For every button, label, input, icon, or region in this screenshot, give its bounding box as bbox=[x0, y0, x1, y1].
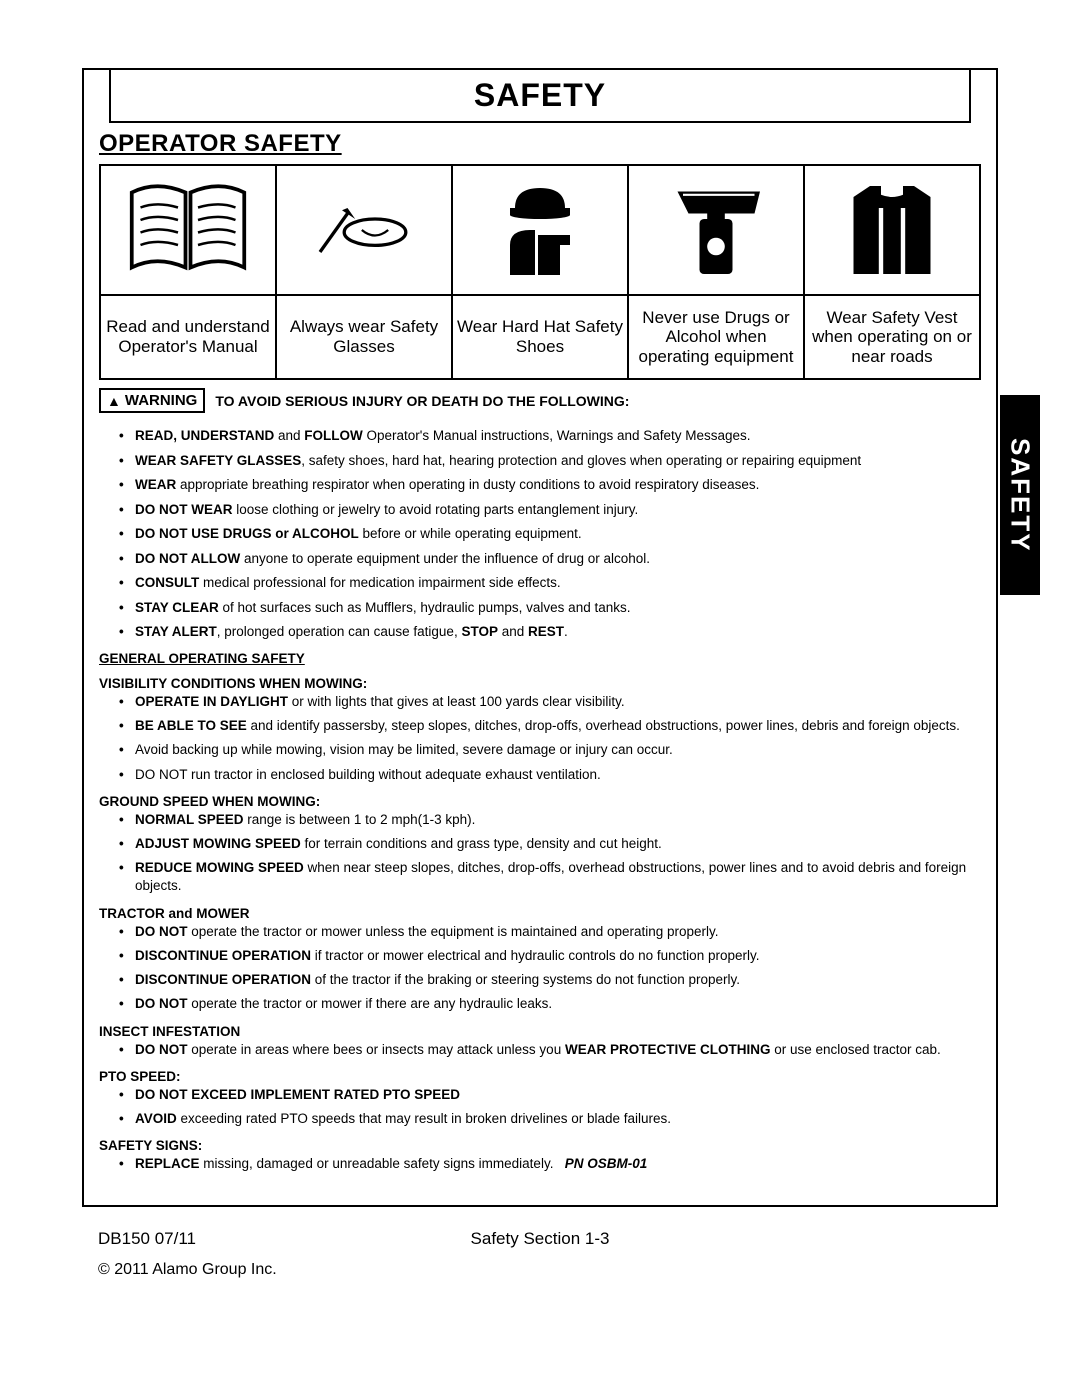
list-item: NORMAL SPEED range is between 1 to 2 mph… bbox=[119, 811, 981, 829]
subsection-heading: PTO SPEED: bbox=[99, 1069, 981, 1084]
no-drugs-icon bbox=[629, 166, 803, 296]
list-item: DO NOT run tractor in enclosed building … bbox=[119, 766, 981, 784]
page-border: SAFETY OPERATOR SAFETY Read and understa… bbox=[82, 68, 998, 1207]
sub-list: NORMAL SPEED range is between 1 to 2 mph… bbox=[99, 811, 981, 896]
list-item: REDUCE MOWING SPEED when near steep slop… bbox=[119, 859, 981, 895]
content-area: OPERATOR SAFETY Read and understand Oper… bbox=[99, 130, 981, 1190]
hardhat-icon bbox=[453, 166, 627, 296]
list-item: Avoid backing up while mowing, vision ma… bbox=[119, 741, 981, 759]
copyright: © 2011 Alamo Group Inc. bbox=[98, 1261, 277, 1279]
list-item: DO NOT USE DRUGS or ALCOHOL before or wh… bbox=[119, 525, 981, 543]
pictogram-glasses: Always wear Safety Glasses bbox=[275, 164, 453, 380]
warning-text: TO AVOID SERIOUS INJURY OR DEATH DO THE … bbox=[215, 393, 629, 409]
warning-label: WARNING bbox=[99, 388, 205, 413]
side-tab: SAFETY bbox=[1000, 395, 1040, 595]
sub-list: REPLACE missing, damaged or unreadable s… bbox=[99, 1155, 981, 1173]
list-item: OPERATE IN DAYLIGHT or with lights that … bbox=[119, 693, 981, 711]
list-item: STAY ALERT, prolonged operation can caus… bbox=[119, 623, 981, 641]
warning-row: WARNING TO AVOID SERIOUS INJURY OR DEATH… bbox=[99, 388, 981, 413]
list-item: REPLACE missing, damaged or unreadable s… bbox=[119, 1155, 981, 1173]
list-item: READ, UNDERSTAND and FOLLOW Operator's M… bbox=[119, 427, 981, 445]
list-item: WEAR SAFETY GLASSES, safety shoes, hard … bbox=[119, 452, 981, 470]
pictogram-caption: Wear Safety Vest when operating on or ne… bbox=[805, 296, 979, 378]
list-item: STAY CLEAR of hot surfaces such as Muffl… bbox=[119, 599, 981, 617]
pictogram-caption: Read and understand Operator's Manual bbox=[101, 296, 275, 378]
subsection-heading: SAFETY SIGNS: bbox=[99, 1138, 981, 1153]
subsection-heading: GROUND SPEED WHEN MOWING: bbox=[99, 794, 981, 809]
list-item: WEAR appropriate breathing respirator wh… bbox=[119, 476, 981, 494]
vest-icon bbox=[805, 166, 979, 296]
list-item: BE ABLE TO SEE and identify passersby, s… bbox=[119, 717, 981, 735]
list-item: DISCONTINUE OPERATION of the tractor if … bbox=[119, 971, 981, 989]
subsection-heading: VISIBILITY CONDITIONS WHEN MOWING: bbox=[99, 676, 981, 691]
section-title: OPERATOR SAFETY bbox=[99, 130, 981, 158]
list-item: AVOID exceeding rated PTO speeds that ma… bbox=[119, 1110, 981, 1128]
subsection-heading: TRACTOR and MOWER bbox=[99, 906, 981, 921]
list-item: CONSULT medical professional for medicat… bbox=[119, 574, 981, 592]
manual-icon bbox=[101, 166, 275, 296]
pictogram-caption: Wear Hard Hat Safety Shoes bbox=[453, 296, 627, 378]
pictogram-drugs: Never use Drugs or Alcohol when operatin… bbox=[627, 164, 805, 380]
list-item: DO NOT WEAR loose clothing or jewelry to… bbox=[119, 501, 981, 519]
subsection-heading: INSECT INFESTATION bbox=[99, 1024, 981, 1039]
sub-list: DO NOT EXCEED IMPLEMENT RATED PTO SPEED A… bbox=[99, 1086, 981, 1128]
pictogram-caption: Always wear Safety Glasses bbox=[277, 296, 451, 378]
sections-container: VISIBILITY CONDITIONS WHEN MOWING: OPERAT… bbox=[99, 676, 981, 1174]
sub-list: OPERATE IN DAYLIGHT or with lights that … bbox=[99, 693, 981, 784]
pictogram-caption: Never use Drugs or Alcohol when operatin… bbox=[629, 296, 803, 378]
list-item: DO NOT operate the tractor or mower unle… bbox=[119, 923, 981, 941]
list-item: ADJUST MOWING SPEED for terrain conditio… bbox=[119, 835, 981, 853]
glasses-icon bbox=[277, 166, 451, 296]
list-item: DO NOT ALLOW anyone to operate equipment… bbox=[119, 550, 981, 568]
pictogram-vest: Wear Safety Vest when operating on or ne… bbox=[803, 164, 981, 380]
page-title: SAFETY bbox=[109, 68, 971, 123]
general-heading: GENERAL OPERATING SAFETY bbox=[99, 651, 981, 666]
list-item: DO NOT operate the tractor or mower if t… bbox=[119, 995, 981, 1013]
sub-list: DO NOT operate in areas where bees or in… bbox=[99, 1041, 981, 1059]
pictogram-manual: Read and understand Operator's Manual bbox=[99, 164, 277, 380]
sub-list: DO NOT operate the tractor or mower unle… bbox=[99, 923, 981, 1014]
pictogram-row: Read and understand Operator's Manual Al… bbox=[99, 164, 981, 380]
pictogram-hardhat: Wear Hard Hat Safety Shoes bbox=[451, 164, 629, 380]
list-item: DO NOT operate in areas where bees or in… bbox=[119, 1041, 981, 1059]
list-item: DO NOT EXCEED IMPLEMENT RATED PTO SPEED bbox=[119, 1086, 981, 1104]
main-bullet-list: READ, UNDERSTAND and FOLLOW Operator's M… bbox=[99, 427, 981, 641]
list-item: DISCONTINUE OPERATION if tractor or mowe… bbox=[119, 947, 981, 965]
footer-center: Safety Section 1-3 bbox=[0, 1229, 1080, 1249]
